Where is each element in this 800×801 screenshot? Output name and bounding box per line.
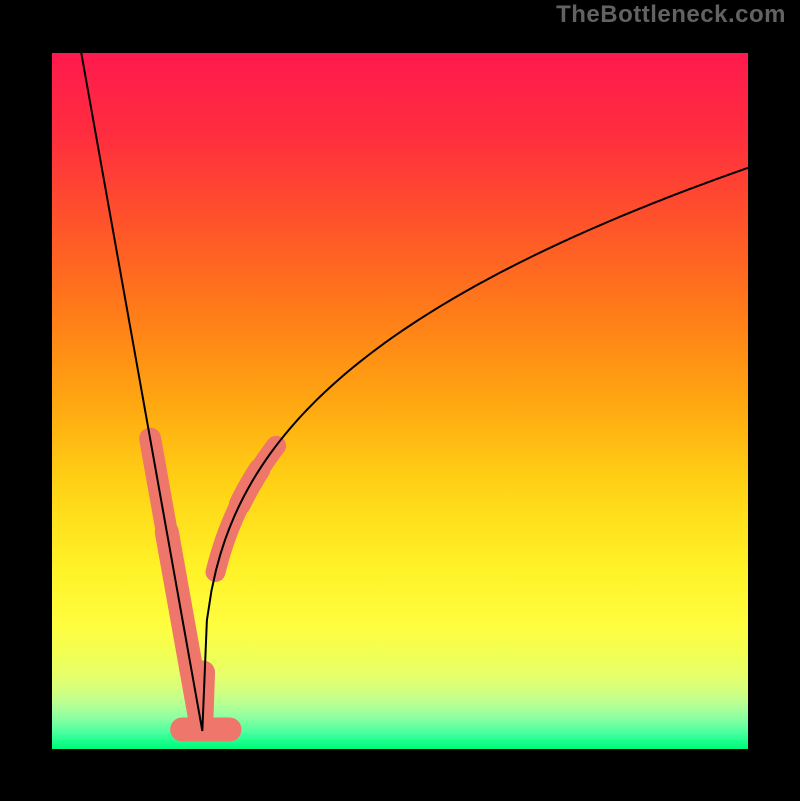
chart-background bbox=[52, 53, 748, 749]
bottleneck-chart bbox=[52, 53, 748, 749]
watermark-text: TheBottleneck.com bbox=[556, 1, 786, 29]
